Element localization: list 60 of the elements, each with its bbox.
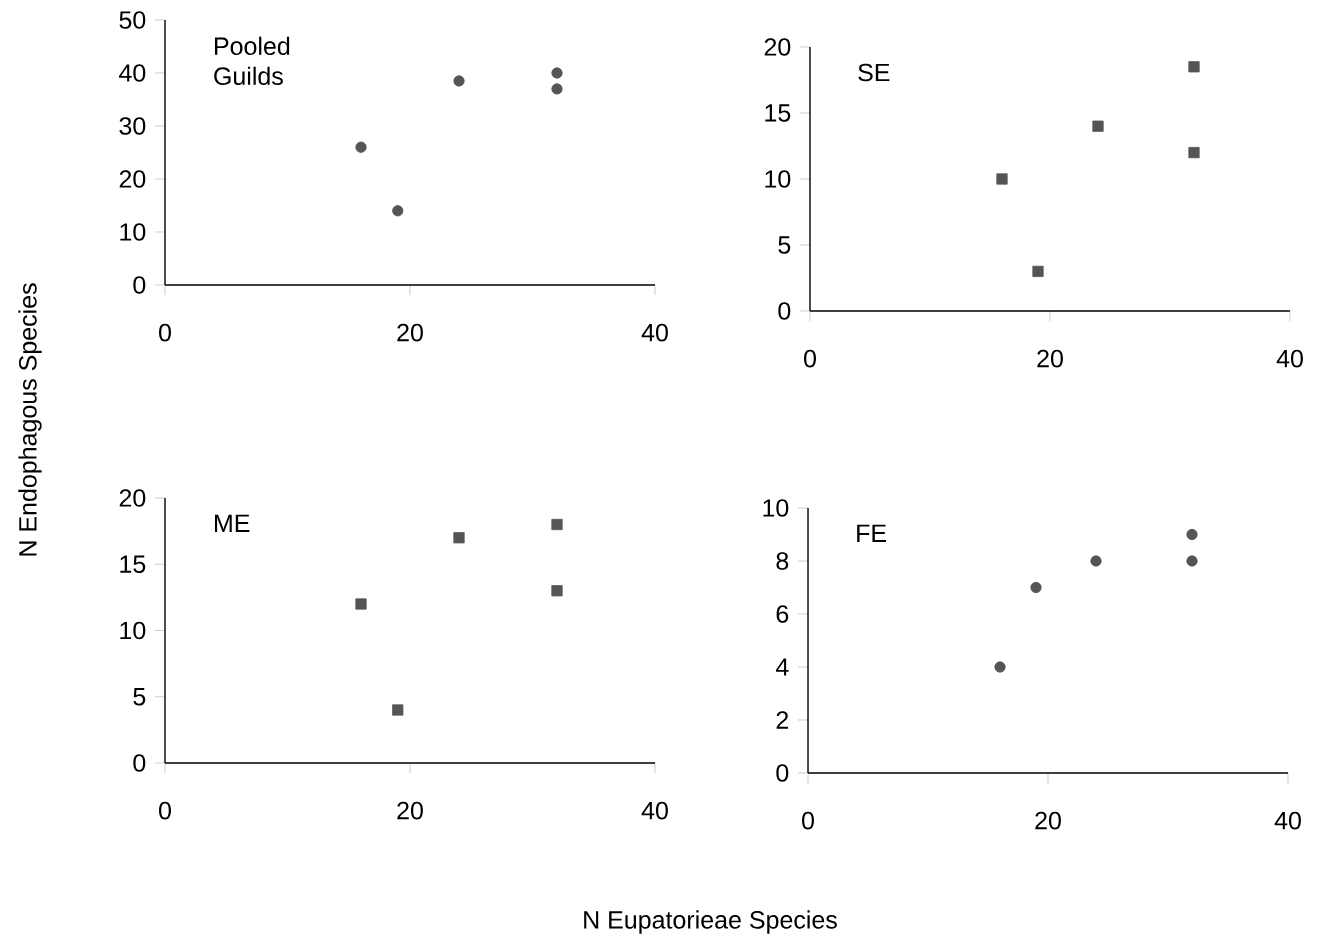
y-tick-label: 0 bbox=[778, 302, 791, 320]
point bbox=[1032, 265, 1044, 277]
point bbox=[551, 67, 563, 79]
y-axis-title: N Endophagous Species bbox=[18, 283, 42, 556]
x-tick-label: 40 bbox=[1276, 349, 1303, 368]
point bbox=[996, 173, 1008, 185]
y-tick-label: 10 bbox=[120, 621, 146, 640]
point bbox=[453, 532, 465, 544]
point bbox=[355, 598, 367, 610]
point bbox=[1092, 120, 1104, 132]
x-tick-label: 0 bbox=[804, 349, 816, 368]
y-tick-label: 20 bbox=[764, 38, 791, 56]
y-tick-label: 40 bbox=[119, 64, 146, 82]
point bbox=[1186, 555, 1198, 567]
point bbox=[551, 518, 563, 531]
y-tick-label: 10 bbox=[765, 170, 791, 188]
point bbox=[1188, 147, 1200, 159]
y-tick-label: 20 bbox=[119, 170, 146, 188]
x-tick-label: 0 bbox=[159, 323, 171, 342]
y-tick-label: 10 bbox=[120, 223, 146, 241]
y-tick-label: 2 bbox=[776, 711, 789, 729]
x-tick-label: 20 bbox=[1035, 811, 1061, 830]
x-tick-label: 20 bbox=[1037, 349, 1063, 368]
x-tick-label: 40 bbox=[641, 801, 668, 820]
point bbox=[994, 661, 1006, 673]
point bbox=[551, 83, 563, 95]
point bbox=[392, 704, 404, 716]
point bbox=[355, 141, 367, 153]
y-tick-label: 15 bbox=[120, 555, 146, 573]
x-tick-label: 40 bbox=[1274, 811, 1301, 830]
x-axis-title: N Eupatorieae Species bbox=[584, 910, 837, 934]
y-tick-label: 0 bbox=[776, 764, 789, 782]
point bbox=[392, 205, 404, 217]
point bbox=[1090, 555, 1102, 567]
y-tick-label: 10 bbox=[763, 499, 789, 517]
point bbox=[1188, 61, 1200, 73]
text: ME bbox=[214, 514, 250, 532]
point bbox=[551, 585, 563, 597]
x-tick-label: 0 bbox=[159, 801, 171, 820]
y-tick-label: 20 bbox=[119, 489, 146, 507]
x-tick-label: 0 bbox=[802, 811, 814, 830]
point bbox=[1186, 528, 1198, 541]
y-tick-label: 5 bbox=[133, 688, 146, 706]
y-tick-label: 4 bbox=[775, 658, 789, 676]
text: Pooled Guilds bbox=[214, 36, 290, 86]
y-tick-label: 5 bbox=[778, 236, 791, 254]
y-tick-label: 30 bbox=[119, 117, 146, 135]
y-tick-label: 8 bbox=[776, 552, 789, 570]
text: SE bbox=[858, 63, 890, 82]
text: FE bbox=[857, 524, 887, 542]
y-tick-label: 0 bbox=[133, 754, 146, 772]
x-tick-label: 20 bbox=[397, 323, 423, 342]
point bbox=[1030, 581, 1042, 594]
y-tick-label: 0 bbox=[133, 276, 146, 294]
x-tick-label: 20 bbox=[397, 801, 423, 820]
y-tick-label: 15 bbox=[765, 104, 791, 122]
y-tick-label: 50 bbox=[119, 11, 146, 29]
x-tick-label: 40 bbox=[641, 323, 668, 342]
y-tick-label: 6 bbox=[776, 605, 789, 623]
point bbox=[453, 75, 465, 87]
